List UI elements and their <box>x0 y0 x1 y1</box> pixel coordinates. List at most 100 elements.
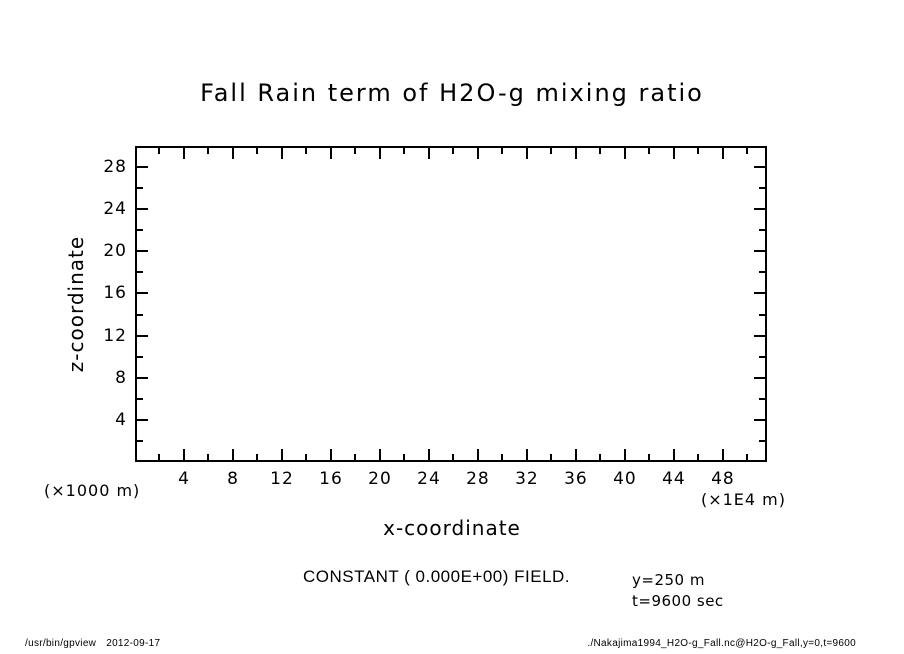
y-minor-tick <box>759 313 765 316</box>
plot-area <box>135 146 767 462</box>
x-tick-label: 20 <box>368 469 392 489</box>
x-minor-tick <box>207 148 210 154</box>
x-major-tick <box>525 148 528 159</box>
x-minor-tick <box>452 454 455 460</box>
x-minor-tick <box>648 454 651 460</box>
x-major-tick <box>721 148 724 159</box>
y-minor-tick <box>137 187 143 190</box>
x-minor-tick <box>305 148 308 154</box>
x-tick-label: 16 <box>319 469 343 489</box>
x-minor-tick <box>256 454 259 460</box>
y-major-tick <box>754 292 765 295</box>
x-major-tick <box>280 148 283 159</box>
x-tick-label: 24 <box>417 469 441 489</box>
y-tick-label: 24 <box>103 199 127 220</box>
x-minor-tick <box>305 454 308 460</box>
x-minor-tick <box>207 454 210 460</box>
x-minor-tick <box>697 454 700 460</box>
x-major-tick <box>427 449 430 460</box>
x-major-tick <box>476 449 479 460</box>
x-major-tick <box>623 148 626 159</box>
x-minor-tick <box>256 148 259 154</box>
y-minor-tick <box>759 229 765 232</box>
x-major-tick <box>378 148 381 159</box>
x-tick-label: 4 <box>178 469 190 489</box>
x-major-tick <box>476 148 479 159</box>
y-major-tick <box>137 250 148 253</box>
y-slice-label: y=250 m <box>632 571 705 589</box>
x-minor-tick <box>697 148 700 154</box>
y-tick-label: 16 <box>103 283 127 304</box>
y-major-tick <box>137 418 148 421</box>
x-major-tick <box>672 148 675 159</box>
x-tick-label: 48 <box>711 469 735 489</box>
y-major-tick <box>137 208 148 211</box>
y-minor-tick <box>137 313 143 316</box>
y-axis-title: z-coordinate <box>64 235 88 373</box>
y-minor-tick <box>759 187 765 190</box>
constant-field-note: CONSTANT ( 0.000E+00) FIELD. <box>303 567 571 586</box>
x-minor-tick <box>746 148 749 154</box>
y-major-tick <box>754 376 765 379</box>
x-minor-tick <box>501 148 504 154</box>
y-minor-tick <box>759 439 765 442</box>
y-major-tick <box>754 418 765 421</box>
y-tick-label: 20 <box>103 241 127 262</box>
x-major-tick <box>329 449 332 460</box>
x-major-tick <box>574 449 577 460</box>
x-major-tick <box>329 148 332 159</box>
y-minor-tick <box>137 271 143 274</box>
x-minor-tick <box>158 454 161 460</box>
footer-command-path: /usr/bin/gpview <box>25 638 97 649</box>
x-minor-tick <box>648 148 651 154</box>
y-minor-tick <box>759 397 765 400</box>
x-minor-tick <box>501 454 504 460</box>
x-minor-tick <box>158 148 161 154</box>
x-minor-tick <box>452 148 455 154</box>
x-major-tick <box>378 449 381 460</box>
y-tick-label: 4 <box>115 409 127 430</box>
x-minor-tick <box>746 454 749 460</box>
x-major-tick <box>525 449 528 460</box>
y-major-tick <box>137 292 148 295</box>
x-tick-label: 12 <box>270 469 294 489</box>
x-minor-tick <box>550 148 553 154</box>
x-major-tick <box>427 148 430 159</box>
x-minor-tick <box>354 148 357 154</box>
x-minor-tick <box>354 454 357 460</box>
plot-title: Fall Rain term of H2O-g mixing ratio <box>200 79 704 107</box>
x-tick-label: 32 <box>515 469 539 489</box>
x-minor-tick <box>599 454 602 460</box>
x-tick-label: 36 <box>564 469 588 489</box>
y-minor-tick <box>759 355 765 358</box>
x-tick-label: 28 <box>466 469 490 489</box>
x-minor-tick <box>550 454 553 460</box>
y-major-tick <box>754 250 765 253</box>
y-major-tick <box>137 166 148 169</box>
y-minor-tick <box>137 355 143 358</box>
x-major-tick <box>280 449 283 460</box>
x-minor-tick <box>403 148 406 154</box>
y-tick-label: 8 <box>115 367 127 388</box>
y-minor-tick <box>137 439 143 442</box>
y-major-tick <box>754 334 765 337</box>
x-major-tick <box>182 148 185 159</box>
footer-date: 2012-09-17 <box>106 638 161 649</box>
x-minor-tick <box>403 454 406 460</box>
y-minor-tick <box>759 271 765 274</box>
y-tick-label: 12 <box>103 325 127 346</box>
x-axis-title: x-coordinate <box>383 516 521 540</box>
x-tick-label: 8 <box>227 469 239 489</box>
y-minor-tick <box>137 397 143 400</box>
y-major-tick <box>754 208 765 211</box>
y-major-tick <box>754 166 765 169</box>
y-tick-label: 28 <box>103 157 127 178</box>
slice-info: y=250 m t=9600 sec <box>632 570 724 612</box>
x-major-tick <box>182 449 185 460</box>
x-tick-label: 40 <box>613 469 637 489</box>
y-minor-tick <box>137 229 143 232</box>
x-major-tick <box>672 449 675 460</box>
x-minor-tick <box>599 148 602 154</box>
x-axis-unit-label: (×1E4 m) <box>700 490 786 509</box>
